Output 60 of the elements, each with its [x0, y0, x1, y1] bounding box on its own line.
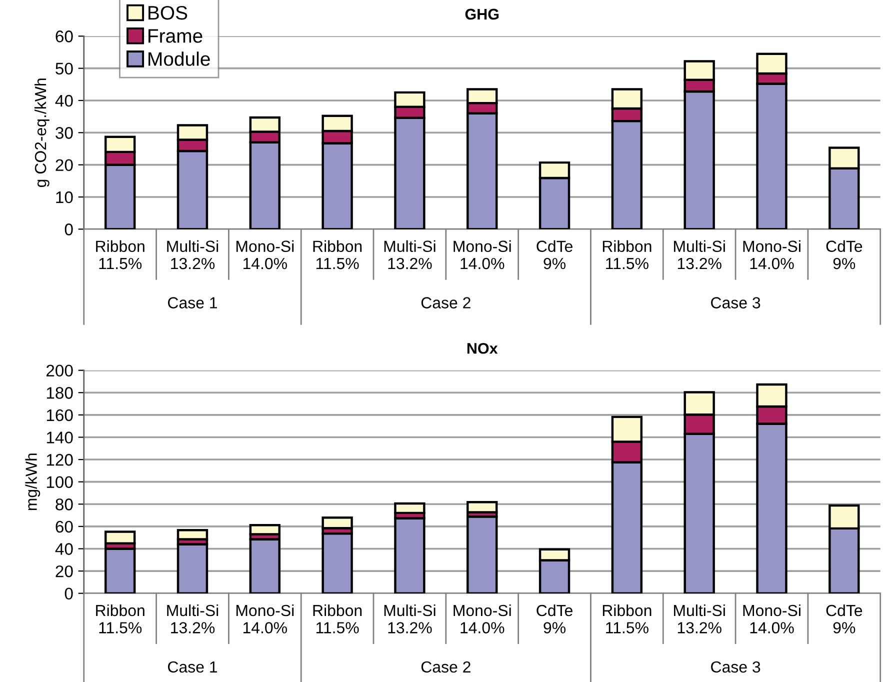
x-tick-label: Ribbon 11.5% — [602, 240, 652, 270]
y-tick-label: 120 — [46, 454, 73, 466]
y-tick-label: 40 — [55, 543, 73, 555]
x-tick-label: Mono-Si 14.0% — [454, 604, 511, 634]
x-tick-label: CdTe 9% — [536, 240, 572, 270]
x-tick-label: Ribbon 11.5% — [96, 604, 144, 634]
y-tick-label: 140 — [46, 432, 73, 444]
legend-label: Frame — [148, 29, 202, 43]
bar — [104, 548, 136, 594]
y-tick-label: 200 — [46, 364, 73, 377]
y-tick-label: 60 — [56, 30, 73, 42]
bar — [394, 517, 426, 594]
x-tick-label: Mono-Si 14.0% — [743, 240, 800, 270]
y-tick-label: 40 — [55, 94, 73, 107]
x-tick-label: Ribbon 11.5% — [313, 240, 362, 270]
y-tick-label: 0 — [64, 224, 73, 236]
x-tick-label: Multi-Si 13.2% — [674, 604, 725, 634]
x-tick-label: Multi-Si 13.2% — [384, 240, 436, 270]
y-tick-label: 30 — [56, 127, 73, 139]
y-tick-label: 60 — [56, 520, 73, 533]
x-tick-label: CdTe 9% — [536, 604, 572, 634]
x-tick-label: Mono-Si 14.0% — [743, 604, 800, 634]
y-tick-label: 50 — [56, 62, 73, 75]
bar — [466, 501, 498, 514]
text: Case 2 — [421, 661, 470, 673]
y-tick-label: 80 — [56, 498, 73, 510]
chart-title: GHG — [465, 8, 499, 20]
bar — [322, 532, 353, 594]
text: Case 2 — [421, 297, 470, 308]
bar — [249, 538, 280, 594]
chart-title: NOx — [467, 342, 498, 354]
y-axis-title: g CO2-eq./kWh — [34, 78, 50, 188]
y-tick-label: 0 — [64, 588, 73, 600]
x-tick-label: Multi-Si 13.2% — [167, 240, 218, 270]
x-tick-label: CdTe 9% — [826, 240, 862, 270]
x-tick-label: CdTe 9% — [826, 604, 862, 634]
x-tick-label: Mono-Si 14.0% — [454, 240, 511, 270]
text: Case 3 — [711, 297, 760, 308]
y-tick-label: 20 — [56, 565, 73, 578]
text: Case 3 — [711, 661, 760, 673]
legend-label: BOS — [148, 6, 188, 20]
y-axis-title: mg/kWh — [25, 454, 40, 510]
x-tick-label: Ribbon 11.5% — [96, 240, 144, 270]
legend-label: Module — [148, 52, 210, 66]
y-tick-label: 160 — [46, 409, 73, 422]
x-tick-label: Multi-Si 13.2% — [384, 604, 436, 634]
x-tick-label: Ribbon 11.5% — [313, 604, 362, 634]
y-tick-label: 20 — [56, 159, 73, 172]
x-tick-label: Multi-Si 13.2% — [674, 240, 725, 270]
y-tick-label: 180 — [46, 387, 73, 399]
y-tick-label: 10 — [56, 191, 73, 204]
bar — [176, 543, 208, 594]
text: Case 1 — [168, 661, 218, 673]
x-tick-label: Mono-Si 14.0% — [236, 604, 294, 634]
bar — [466, 516, 498, 594]
text: Case 1 — [168, 297, 218, 308]
x-tick-label: Mono-Si 14.0% — [236, 240, 294, 270]
y-tick-label: 100 — [46, 476, 73, 488]
x-tick-label: Ribbon 11.5% — [602, 604, 652, 634]
x-tick-label: Multi-Si 13.2% — [167, 604, 218, 634]
